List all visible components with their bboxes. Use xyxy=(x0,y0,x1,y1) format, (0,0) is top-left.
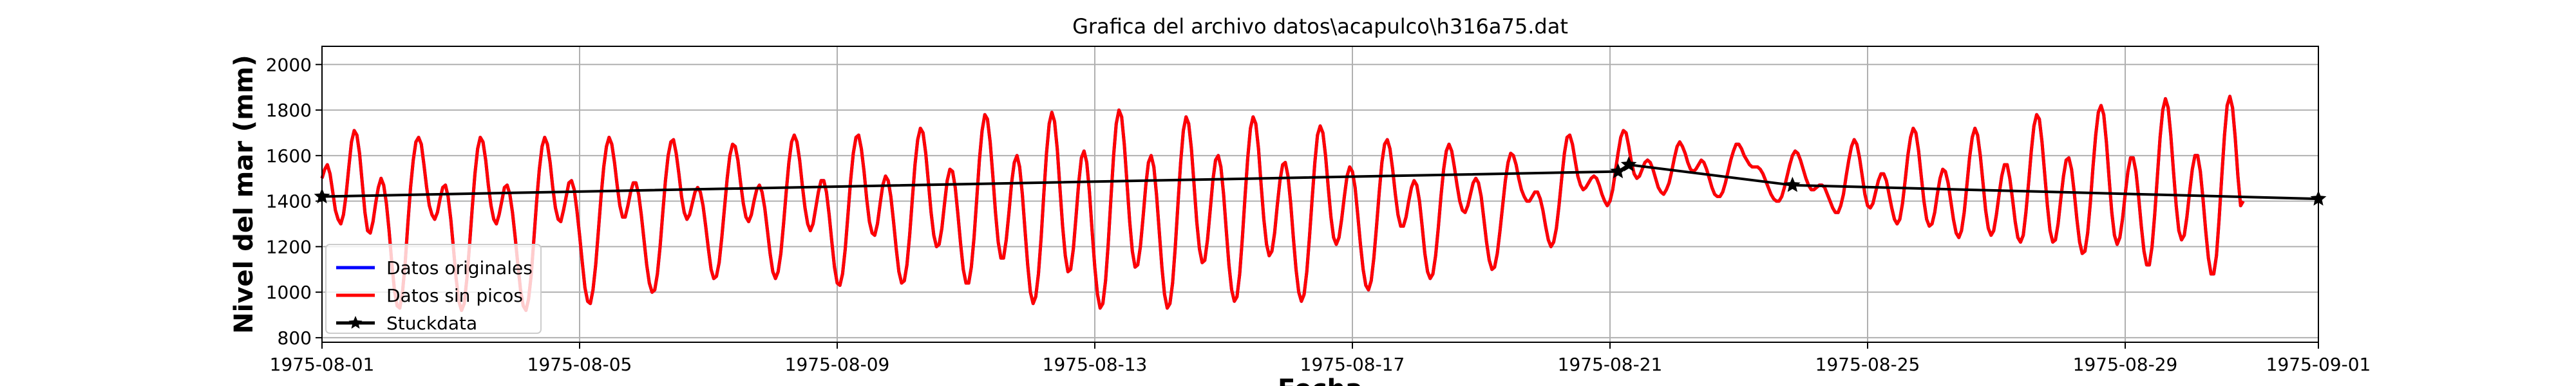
x-tick-label: 1975-08-05 xyxy=(527,354,632,375)
x-tick-label: 1975-08-21 xyxy=(1558,354,1663,375)
legend-marker xyxy=(348,316,363,329)
chart-title: Grafica del archivo datos\acapulco\h316a… xyxy=(1072,14,1568,39)
series-point-stuckdata xyxy=(1620,156,1637,172)
y-tick-label: 1200 xyxy=(266,236,312,257)
series-layer xyxy=(314,95,2327,312)
y-tick-label: 800 xyxy=(278,327,312,349)
series-point-stuckdata xyxy=(1610,163,1626,179)
y-axis: 800 1000 1200 1400 1600 1800 2000 xyxy=(266,54,322,349)
series-line-datos-sin-picos xyxy=(320,95,2245,312)
legend-label: Datos sin picos xyxy=(386,285,523,306)
x-tick-label: 1975-08-25 xyxy=(1815,354,1920,375)
x-tick-label: 1975-09-01 xyxy=(2266,354,2371,375)
series-point-stuckdata xyxy=(1785,176,1801,192)
x-axis: 1975-08-01 1975-08-05 1975-08-09 1975-08-13… xyxy=(270,342,2371,375)
plot-area xyxy=(322,46,2318,342)
plot-frame xyxy=(321,46,2319,343)
y-tick-label: 1800 xyxy=(266,100,312,121)
x-tick-label: 1975-08-01 xyxy=(270,354,375,375)
x-tick-label: 1975-08-17 xyxy=(1300,354,1405,375)
y-tick-label: 2000 xyxy=(266,54,312,75)
y-tick-label: 1600 xyxy=(266,145,312,167)
legend-label: Stuckdata xyxy=(386,313,477,334)
legend-box xyxy=(325,244,542,334)
x-tick-label: 1975-08-29 xyxy=(2073,354,2178,375)
x-axis-label: Fecha xyxy=(1278,374,1363,386)
y-axis-label: Nivel del mar (mm) xyxy=(229,55,259,334)
legend: Datos originales Datos sin picos Stuckdata xyxy=(325,244,542,334)
y-tick-label: 1000 xyxy=(266,282,312,303)
x-tick-label: 1975-08-13 xyxy=(1043,354,1148,375)
y-tick-label: 1400 xyxy=(266,191,312,212)
x-tick-label: 1975-08-09 xyxy=(785,354,890,375)
legend-label: Datos originales xyxy=(386,257,533,279)
